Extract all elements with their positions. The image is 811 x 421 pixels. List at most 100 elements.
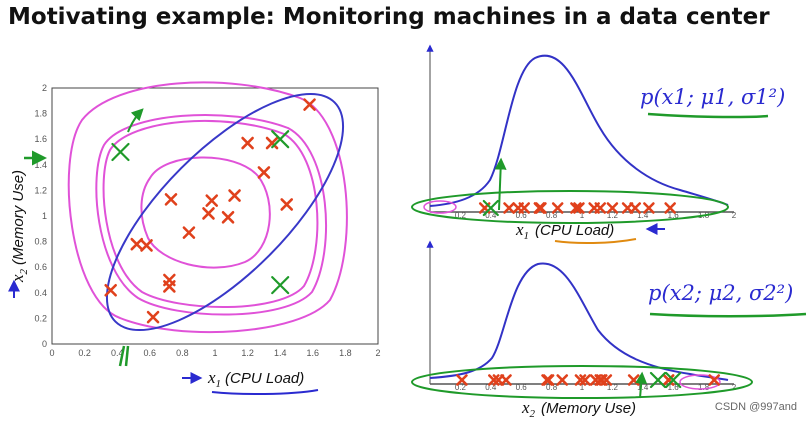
x-tick-label: 0.6 — [516, 383, 528, 392]
data-point — [104, 283, 117, 297]
y-tick-label: 1.8 — [34, 109, 47, 119]
green-outline — [411, 365, 753, 399]
density-plot-x1: 0.2 0.4 0.6 0.8 1 1.2 1.4 1.6 1.8 2 x1 (CPU Load) … — [411, 44, 785, 245]
x-tick-label: 2 — [732, 211, 737, 220]
data-point — [518, 202, 531, 214]
contour-inner — [140, 156, 271, 269]
y-tick-label: 0.2 — [34, 313, 47, 323]
green-arrow — [635, 371, 648, 399]
y-tick-label: 0.8 — [34, 237, 47, 247]
x-tick-labels: 0.2 0.4 0.6 0.8 1 1.2 1.4 1.6 1.8 2 — [455, 211, 737, 220]
magenta-marker — [679, 374, 721, 390]
data-points — [456, 374, 721, 386]
y-tick-labels: 0 0.2 0.4 0.6 0.8 1 1.2 1.4 1.6 1.8 2 — [34, 83, 47, 349]
y-tick-label: 0.6 — [34, 262, 47, 272]
x-tick-label: 1.2 — [607, 211, 619, 220]
data-point — [556, 374, 569, 386]
anomaly-point — [111, 142, 130, 162]
green-arrow-annotation — [127, 108, 144, 133]
green-tick-cpu — [118, 345, 130, 367]
y-tick-label: 0 — [42, 339, 47, 349]
data-point — [551, 202, 564, 214]
x-tick-label: 0.8 — [546, 211, 558, 220]
data-point — [629, 202, 641, 214]
orange-underline — [554, 238, 637, 245]
anomaly-point — [271, 276, 290, 295]
data-point — [503, 202, 515, 214]
data-point — [164, 193, 178, 206]
data-point — [600, 374, 613, 386]
x-axis-text: (Memory Use) — [541, 400, 636, 417]
green-arrow — [494, 157, 507, 211]
x-tick-label: 0.4 — [485, 211, 497, 220]
data-point — [573, 202, 585, 214]
x-tick-label: 0.2 — [455, 211, 467, 220]
x-tick-label: 1.8 — [339, 348, 352, 358]
data-point — [163, 280, 176, 293]
anomaly-point — [482, 199, 499, 217]
green-underline — [649, 312, 807, 318]
x-tick-label: 1.6 — [668, 383, 680, 392]
anomaly-point — [649, 371, 667, 389]
anomaly-point — [665, 371, 682, 389]
y-tick-label: 1.2 — [34, 185, 47, 195]
data-points — [478, 202, 676, 214]
slide-title: Motivating example: Monitoring machines … — [8, 4, 770, 30]
contour-middle-2 — [102, 119, 319, 308]
data-point — [579, 374, 591, 386]
data-point — [140, 239, 153, 252]
data-point — [500, 374, 512, 386]
y-tick-label: 1.6 — [34, 134, 47, 144]
x-tick-label: 0.4 — [485, 383, 497, 392]
x-axis-sub: 1 — [216, 378, 222, 390]
x-tick-label: 1.4 — [274, 348, 287, 358]
data-point — [708, 374, 721, 386]
x-axis-text: (CPU Load) — [225, 370, 304, 387]
x-axis-label: x1 (CPU Load) — [207, 368, 304, 390]
data-point — [627, 374, 640, 386]
x-axis-underline — [211, 389, 319, 396]
x-tick-label: 1.8 — [698, 383, 710, 392]
contour-middle — [95, 113, 327, 316]
x-tick-label: 2 — [375, 348, 380, 358]
scatter-plot-frame — [51, 87, 379, 345]
x-axis-label: x1 (CPU Load) — [515, 220, 614, 242]
data-point — [182, 226, 196, 239]
data-point — [664, 202, 676, 214]
data-point — [205, 194, 219, 207]
x-tick-label: 0.8 — [176, 348, 189, 358]
x-tick-label: 0.6 — [144, 348, 157, 358]
x-tick-label: 0.4 — [111, 348, 124, 358]
x-tick-label: 2 — [732, 383, 737, 392]
watermark: CSDN @997and — [714, 401, 797, 413]
x-tick-label: 0.2 — [455, 383, 467, 392]
green-outline — [411, 190, 729, 224]
x-axis-sub: 2 — [530, 408, 536, 420]
data-point — [257, 166, 271, 179]
x-tick-label: 0.8 — [546, 383, 558, 392]
x-tick-label: 0.6 — [516, 211, 528, 220]
x-tick-label: 1 — [580, 211, 585, 220]
data-point — [594, 202, 607, 214]
gaussian-curve-x2 — [429, 262, 729, 381]
x-axis-var: x — [521, 398, 530, 417]
data-point — [265, 136, 279, 150]
y-axis-sub: 2 — [18, 268, 30, 274]
data-point — [221, 210, 235, 224]
data-point — [542, 374, 555, 386]
y-axis-var: x — [8, 274, 27, 283]
data-point — [280, 198, 294, 211]
data-point — [146, 310, 160, 324]
x-tick-label: 1.6 — [307, 348, 320, 358]
contour-outer — [67, 81, 348, 334]
anomaly-point — [271, 130, 290, 149]
data-point — [228, 189, 241, 202]
y-tick-label: 1 — [42, 211, 47, 221]
magenta-contours — [67, 81, 348, 334]
x-tick-label: 1.4 — [637, 383, 649, 392]
density-annotation-x1: p(x1; μ1, σ1²) — [640, 85, 785, 109]
y-tick-label: 0.4 — [34, 288, 47, 298]
x-axis-label: x2 (Memory Use) — [521, 398, 636, 420]
x-axis-var: x — [207, 368, 216, 387]
